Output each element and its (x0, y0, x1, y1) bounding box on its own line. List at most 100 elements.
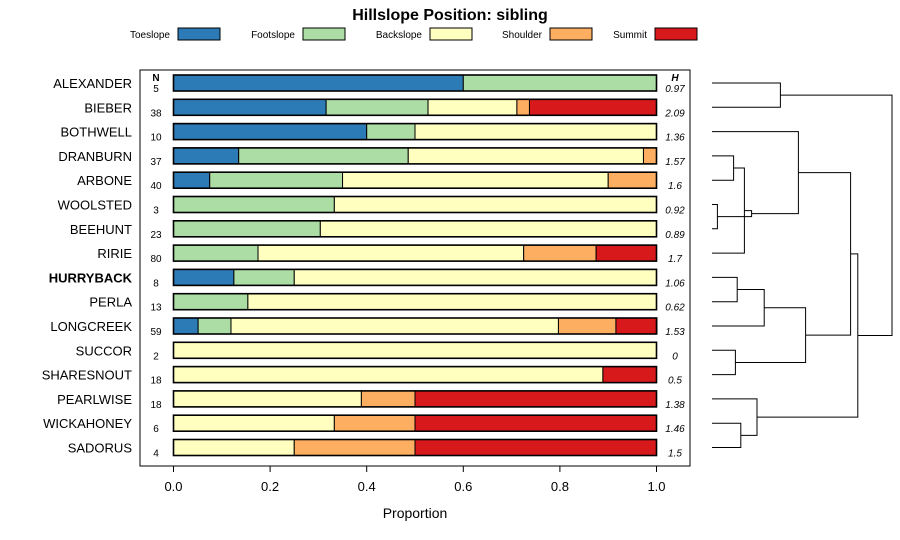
legend-swatch-shoulder (549, 27, 593, 41)
n-value: 4 (153, 449, 159, 460)
bar-segment-backslope (173, 341, 657, 359)
bar-outline (172, 122, 658, 141)
bar-segment-shoulder (360, 390, 416, 408)
bar-outline (172, 414, 658, 433)
plot-frame (139, 69, 691, 467)
n-value: 13 (150, 303, 162, 314)
legend-swatch-backslope (429, 27, 473, 41)
x-tick-label: 1.0 (647, 479, 665, 494)
n-value: 5 (153, 84, 159, 95)
bar-segment-footslope (173, 293, 249, 311)
n-header: N (152, 73, 159, 84)
bar-segment-toeslope (173, 147, 240, 165)
bar-segment-backslope (407, 147, 644, 165)
bar-segment-toeslope (173, 98, 327, 116)
bar-segment-footslope (366, 123, 416, 141)
bar-segment-summit (595, 244, 658, 262)
bar-outline (172, 268, 658, 287)
h-value: 0.89 (665, 230, 685, 241)
row-label: ARBONE (77, 173, 132, 188)
h-value: 1.38 (665, 400, 685, 411)
legend: Toeslope Footslope Backslope Shoulder Summit (130, 27, 698, 41)
row-wickahoney: WICKAHONEY 6 1.46 (43, 414, 685, 435)
bar-segment-summit (414, 414, 657, 432)
bar-segment-backslope (257, 244, 525, 262)
bar-segment-backslope (342, 171, 609, 189)
h-value: 2.09 (664, 108, 685, 119)
dendrogram-link (712, 398, 758, 436)
row-label: BEEHUNT (70, 222, 132, 237)
x-tick-label: 0.2 (261, 479, 279, 494)
bar-outline (172, 98, 658, 117)
row-label: LONGCREEK (50, 319, 132, 334)
bar-segment-summit (615, 317, 658, 335)
n-value: 3 (153, 206, 159, 217)
row-label: WOOLSTED (58, 198, 132, 213)
row-arbone: ARBONE 40 1.6 (77, 171, 682, 192)
bar-segment-footslope (173, 196, 335, 213)
bar-segment-shoulder (516, 98, 530, 116)
bar-segment-footslope (233, 268, 295, 286)
n-value: 38 (150, 108, 162, 119)
row-label: SHARESNOUT (42, 368, 132, 383)
row-label: ALEXANDER (53, 76, 132, 91)
bar-outline (172, 195, 658, 214)
legend-swatch-summit (654, 27, 698, 41)
bar-segment-footslope (209, 171, 344, 189)
bar-outline (172, 220, 658, 238)
bar-segment-shoulder (333, 414, 416, 432)
row-longcreek: LONGCREEK 59 1.53 (50, 317, 685, 338)
bar-segment-toeslope (173, 268, 235, 286)
bar-segment-shoulder (557, 317, 617, 335)
dendrogram-link (712, 155, 735, 181)
bar-segment-backslope (333, 196, 657, 213)
x-tick-label: 0.4 (358, 479, 376, 494)
row-bothwell: BOTHWELL 10 1.36 (60, 122, 685, 144)
dendrogram-link (712, 276, 738, 303)
legend-label-toeslope: Toeslope (130, 30, 170, 41)
bar-segment-backslope (173, 366, 604, 384)
chart-title: Hillslope Position: sibling (352, 7, 548, 24)
h-header: H (671, 73, 679, 84)
legend-swatch-toeslope (177, 27, 221, 41)
bar-segment-toeslope (173, 74, 464, 92)
n-value: 6 (153, 424, 159, 435)
bar-segment-backslope (173, 390, 362, 408)
h-value: 0.97 (665, 84, 685, 95)
bar-outline (172, 292, 658, 311)
dendrogram-link (712, 167, 745, 254)
bar-outline (172, 365, 658, 384)
x-axis: 0.0 0.2 0.4 0.6 0.8 1.0 (164, 466, 666, 494)
h-value: 1.7 (668, 254, 682, 265)
bar-segment-backslope (293, 268, 657, 286)
n-value: 18 (150, 400, 162, 411)
h-value: 1.06 (665, 278, 685, 289)
dendrogram-link (712, 289, 765, 327)
row-bieber: BIEBER 38 2.09 (84, 98, 685, 119)
dendrogram-link (798, 172, 852, 336)
bar-segment-summit (602, 366, 658, 384)
bar-outline (172, 341, 658, 360)
row-label: BIEBER (84, 100, 132, 115)
x-tick-label: 0.6 (454, 479, 472, 494)
bar-segment-footslope (197, 317, 232, 335)
row-label: SADORUS (68, 441, 133, 456)
bar-segment-shoulder (523, 244, 597, 262)
row-perla: PERLA 13 0.62 (89, 292, 685, 314)
bar-segment-backslope (427, 98, 518, 116)
row-label: BOTHWELL (60, 125, 132, 140)
x-tick-label: 0.0 (164, 479, 182, 494)
bar-segment-backslope (319, 220, 657, 238)
bar-segment-footslope (238, 147, 409, 165)
bar-segment-backslope (414, 123, 657, 141)
dendrogram (712, 82, 893, 448)
bar-segment-footslope (325, 98, 429, 116)
x-axis-title: Proportion (383, 505, 448, 521)
h-value: 1.36 (665, 133, 685, 144)
h-value: 0 (672, 351, 678, 362)
row-woolsted: WOOLSTED 3 0.92 (58, 195, 685, 217)
bar-segment-footslope (462, 74, 657, 92)
n-value: 59 (150, 327, 162, 338)
h-value: 1.6 (668, 181, 682, 192)
bar-segment-footslope (173, 220, 321, 238)
